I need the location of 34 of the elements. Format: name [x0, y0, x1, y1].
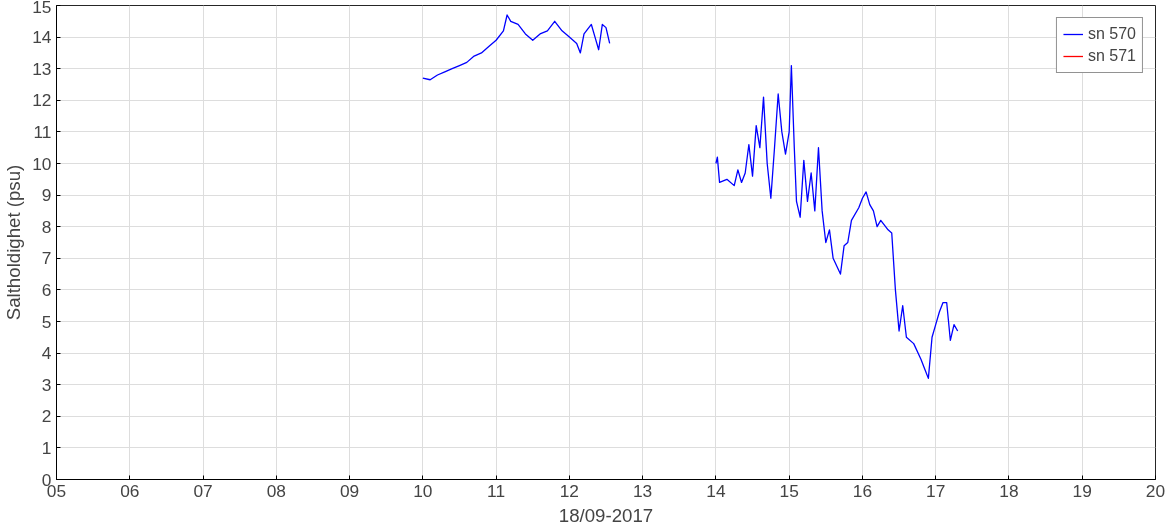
x-axis-title: 18/09-2017 [558, 504, 654, 526]
x-tick-label: 06 [120, 480, 140, 501]
y-tick-label: 4 [41, 343, 52, 364]
y-tick-label: 9 [41, 185, 52, 206]
x-tick-label: 20 [1145, 480, 1166, 501]
y-tick-label: 1 [41, 437, 52, 458]
x-tick-label: 10 [413, 480, 433, 501]
legend-label: sn 571 [1087, 47, 1136, 65]
y-tick-label: 5 [41, 311, 52, 332]
x-tick-label: 13 [633, 480, 653, 501]
x-tick-label: 08 [266, 480, 286, 501]
y-tick-label: 14 [32, 27, 52, 48]
y-tick-label: 3 [41, 374, 52, 395]
y-tick-label: 6 [41, 279, 52, 300]
x-tick-label: 07 [193, 480, 213, 501]
y-tick-label: 15 [32, 0, 52, 17]
y-tick-label: 7 [41, 248, 52, 269]
x-tick-label: 17 [926, 480, 946, 501]
y-tick-label: 12 [32, 90, 52, 111]
y-tick-label: 8 [41, 216, 52, 237]
x-tick-label: 12 [559, 480, 580, 501]
legend-label: sn 570 [1087, 25, 1136, 43]
y-tick-label: 2 [41, 406, 52, 427]
y-tick-label: 10 [32, 153, 52, 174]
y-axis-title: Saltholdighet (psu) [3, 164, 25, 321]
x-tick-label: 09 [339, 480, 360, 501]
y-tick-label: 11 [33, 121, 52, 142]
x-tick-label: 19 [1072, 480, 1092, 501]
x-tick-label: 18 [999, 480, 1019, 501]
y-tick-label: 13 [32, 58, 52, 79]
x-tick-label: 16 [852, 480, 873, 501]
x-tick-label: 11 [487, 480, 506, 501]
x-tick-label: 15 [779, 480, 799, 501]
x-tick-label: 14 [706, 480, 726, 501]
